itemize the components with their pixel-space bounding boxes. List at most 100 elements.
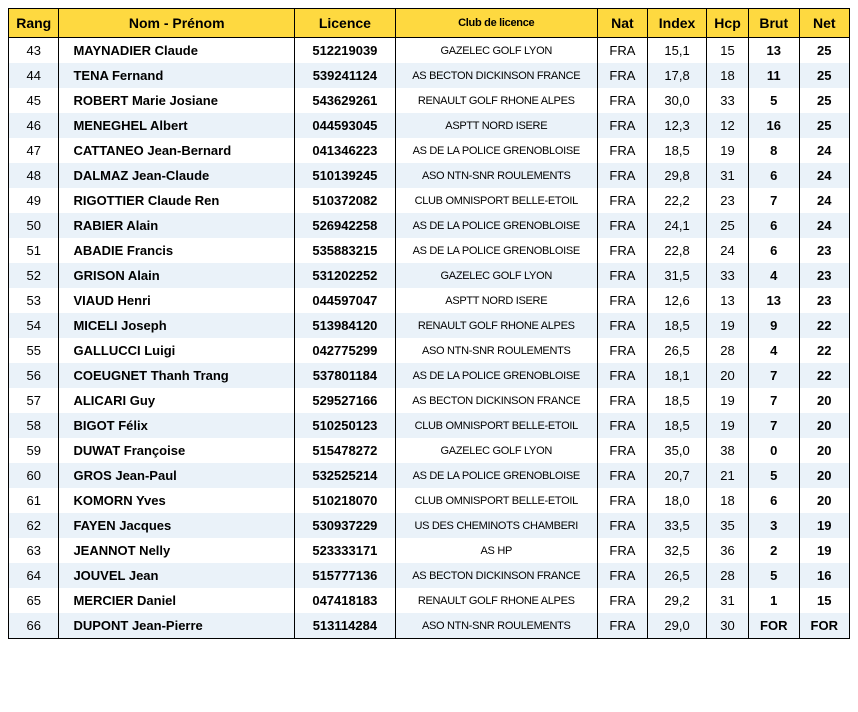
cell-lic: 044593045 xyxy=(294,113,395,138)
cell-lic: 510139245 xyxy=(294,163,395,188)
header-net: Net xyxy=(799,9,850,38)
header-nom: Nom - Prénom xyxy=(59,9,294,38)
cell-club: AS DE LA POLICE GRENOBLOISE xyxy=(395,138,597,163)
cell-nat: FRA xyxy=(597,163,647,188)
cell-net: 20 xyxy=(799,463,850,488)
cell-lic: 510372082 xyxy=(294,188,395,213)
cell-index: 22,8 xyxy=(648,238,707,263)
header-lic: Licence xyxy=(294,9,395,38)
cell-nat: FRA xyxy=(597,488,647,513)
cell-hcp: 23 xyxy=(707,188,749,213)
header-brut: Brut xyxy=(749,9,799,38)
cell-nom: MENEGHEL Albert xyxy=(59,113,294,138)
cell-club: AS BECTON DICKINSON FRANCE xyxy=(395,563,597,588)
cell-hcp: 33 xyxy=(707,263,749,288)
cell-club: GAZELEC GOLF LYON xyxy=(395,38,597,64)
cell-hcp: 25 xyxy=(707,213,749,238)
cell-lic: 515777136 xyxy=(294,563,395,588)
cell-lic: 532525214 xyxy=(294,463,395,488)
cell-nat: FRA xyxy=(597,63,647,88)
cell-rang: 50 xyxy=(9,213,59,238)
cell-hcp: 20 xyxy=(707,363,749,388)
cell-brut: 5 xyxy=(749,88,799,113)
cell-nat: FRA xyxy=(597,413,647,438)
cell-club: AS HP xyxy=(395,538,597,563)
cell-hcp: 19 xyxy=(707,413,749,438)
cell-brut: 13 xyxy=(749,38,799,64)
cell-club: CLUB OMNISPORT BELLE-ETOIL xyxy=(395,188,597,213)
cell-club: AS DE LA POLICE GRENOBLOISE xyxy=(395,463,597,488)
table-row: 49RIGOTTIER Claude Ren510372082CLUB OMNI… xyxy=(9,188,850,213)
cell-net: 20 xyxy=(799,388,850,413)
table-row: 50RABIER Alain526942258AS DE LA POLICE G… xyxy=(9,213,850,238)
cell-nat: FRA xyxy=(597,563,647,588)
cell-nom: RIGOTTIER Claude Ren xyxy=(59,188,294,213)
cell-nat: FRA xyxy=(597,238,647,263)
cell-hcp: 31 xyxy=(707,163,749,188)
cell-nom: ABADIE Francis xyxy=(59,238,294,263)
cell-hcp: 38 xyxy=(707,438,749,463)
cell-rang: 53 xyxy=(9,288,59,313)
header-hcp: Hcp xyxy=(707,9,749,38)
cell-hcp: 18 xyxy=(707,63,749,88)
cell-nat: FRA xyxy=(597,438,647,463)
cell-net: 24 xyxy=(799,213,850,238)
cell-club: ASO NTN-SNR ROULEMENTS xyxy=(395,163,597,188)
table-row: 48DALMAZ Jean-Claude510139245ASO NTN-SNR… xyxy=(9,163,850,188)
cell-net: 23 xyxy=(799,238,850,263)
cell-nom: DUWAT Françoise xyxy=(59,438,294,463)
cell-index: 18,5 xyxy=(648,138,707,163)
cell-index: 29,0 xyxy=(648,613,707,639)
cell-index: 33,5 xyxy=(648,513,707,538)
cell-nom: BIGOT Félix xyxy=(59,413,294,438)
cell-rang: 62 xyxy=(9,513,59,538)
cell-nom: TENA Fernand xyxy=(59,63,294,88)
cell-nat: FRA xyxy=(597,188,647,213)
table-row: 65MERCIER Daniel047418183RENAULT GOLF RH… xyxy=(9,588,850,613)
cell-index: 24,1 xyxy=(648,213,707,238)
cell-lic: 512219039 xyxy=(294,38,395,64)
cell-rang: 57 xyxy=(9,388,59,413)
cell-rang: 45 xyxy=(9,88,59,113)
cell-brut: 9 xyxy=(749,313,799,338)
cell-brut: 6 xyxy=(749,213,799,238)
cell-lic: 510250123 xyxy=(294,413,395,438)
cell-index: 18,5 xyxy=(648,313,707,338)
cell-nom: FAYEN Jacques xyxy=(59,513,294,538)
cell-index: 17,8 xyxy=(648,63,707,88)
cell-nat: FRA xyxy=(597,388,647,413)
cell-hcp: 13 xyxy=(707,288,749,313)
cell-brut: 5 xyxy=(749,463,799,488)
cell-index: 29,2 xyxy=(648,588,707,613)
cell-index: 18,1 xyxy=(648,363,707,388)
cell-lic: 042775299 xyxy=(294,338,395,363)
table-row: 57ALICARI Guy529527166AS BECTON DICKINSO… xyxy=(9,388,850,413)
cell-brut: 4 xyxy=(749,263,799,288)
cell-nat: FRA xyxy=(597,588,647,613)
cell-net: 19 xyxy=(799,538,850,563)
cell-nom: VIAUD Henri xyxy=(59,288,294,313)
cell-nat: FRA xyxy=(597,363,647,388)
cell-index: 31,5 xyxy=(648,263,707,288)
cell-brut: 6 xyxy=(749,488,799,513)
cell-net: 22 xyxy=(799,363,850,388)
cell-nom: GROS Jean-Paul xyxy=(59,463,294,488)
cell-club: AS BECTON DICKINSON FRANCE xyxy=(395,388,597,413)
cell-nom: KOMORN Yves xyxy=(59,488,294,513)
cell-hcp: 33 xyxy=(707,88,749,113)
table-row: 55GALLUCCI Luigi042775299ASO NTN-SNR ROU… xyxy=(9,338,850,363)
cell-net: 23 xyxy=(799,288,850,313)
cell-nom: ALICARI Guy xyxy=(59,388,294,413)
cell-net: 20 xyxy=(799,413,850,438)
cell-net: 19 xyxy=(799,513,850,538)
table-row: 53VIAUD Henri044597047ASPTT NORD ISEREFR… xyxy=(9,288,850,313)
cell-index: 18,5 xyxy=(648,413,707,438)
header-nat: Nat xyxy=(597,9,647,38)
cell-club: ASPTT NORD ISERE xyxy=(395,288,597,313)
cell-club: ASO NTN-SNR ROULEMENTS xyxy=(395,338,597,363)
cell-rang: 65 xyxy=(9,588,59,613)
cell-club: US DES CHEMINOTS CHAMBERI xyxy=(395,513,597,538)
header-club: Club de licence xyxy=(395,9,597,38)
cell-index: 12,3 xyxy=(648,113,707,138)
cell-club: ASO NTN-SNR ROULEMENTS xyxy=(395,613,597,639)
